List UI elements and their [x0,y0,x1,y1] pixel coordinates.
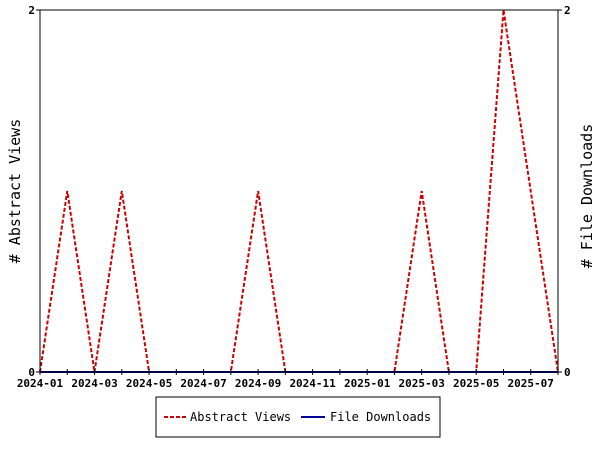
plot-area [40,10,558,372]
legend-label-file-downloads: File Downloads [330,410,431,424]
y-axis-right-label: # File Downloads [578,124,596,269]
y-right-tick-label: 2 [564,4,571,17]
x-tick-label: 2024-01 [17,377,64,390]
y-left-tick-label: 0 [28,366,35,379]
y-left-tick-label: 2 [28,4,35,17]
plot-background [40,10,558,372]
legend-box [155,396,441,438]
x-tick-label: 2025-05 [453,377,499,390]
x-tick-label: 2025-03 [399,377,445,390]
x-tick-label: 2024-05 [126,377,172,390]
legend: Abstract Views File Downloads [155,396,441,438]
x-tick-label: 2025-07 [508,377,554,390]
legend-label-abstract-views: Abstract Views [190,410,291,424]
y-right-tick-label: 0 [564,366,571,379]
x-tick-label: 2024-07 [180,377,226,390]
y-axis-left-label: # Abstract Views [6,119,24,264]
x-tick-label: 2025-01 [344,377,391,390]
x-tick-label: 2024-03 [71,377,117,390]
axes-layer: 2024-01 2024-03 2024-05 2024-07 2024-09 2024-… [17,4,571,390]
x-tick-label: 2024-11 [289,377,336,390]
x-tick-label: 2024-09 [235,377,281,390]
